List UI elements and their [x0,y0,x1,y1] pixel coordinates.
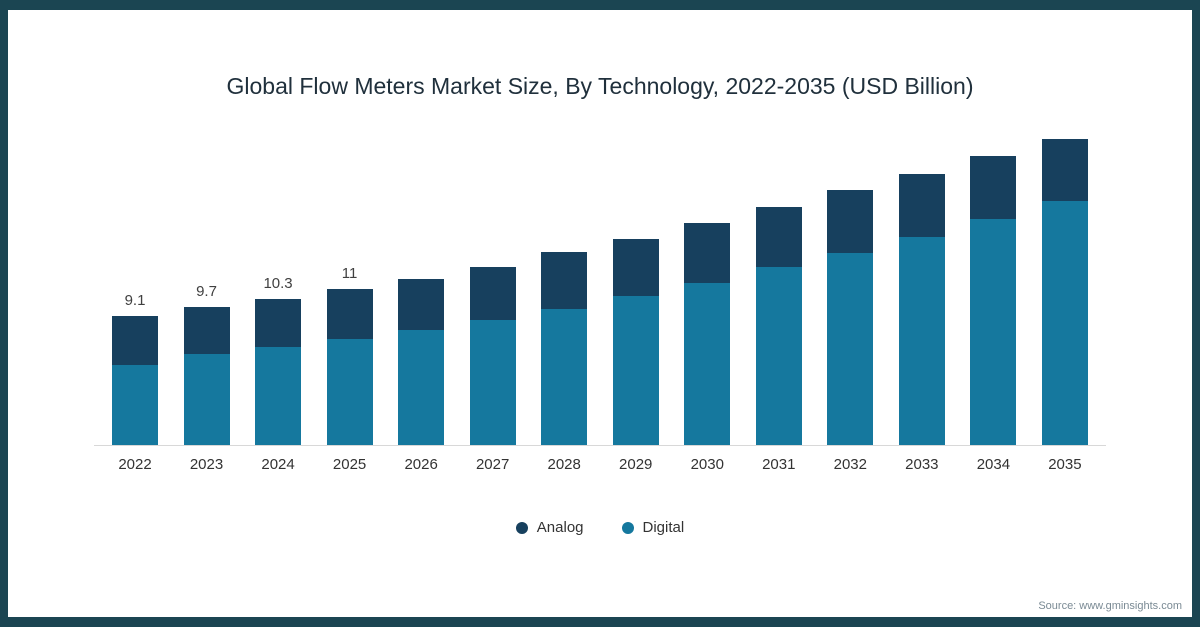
chart-legend: Analog Digital [8,519,1192,536]
bar-2030 [684,222,731,446]
digital-segment [255,347,302,446]
bar-2028 [541,251,588,446]
analog-segment [112,315,158,365]
analog-segment [827,190,874,253]
bar-2026 [398,278,445,446]
digital-segment [898,237,945,446]
digital-segment [970,218,1017,446]
x-axis-label-2026: 2026 [404,456,438,473]
digital-segment [469,320,516,446]
legend-item-analog: Analog [515,519,584,536]
bar-value-label: 11 [341,264,358,282]
x-axis-label-2031: 2031 [762,456,796,473]
legend-dot-icon [621,521,634,534]
analog-segment [684,222,731,283]
x-axis-label-2023: 2023 [189,456,224,473]
analog-segment [255,298,302,348]
bar-2023: 9.7 [183,283,230,446]
bar-value-label: 10.3 [263,274,293,292]
x-axis-label-2025: 2025 [332,456,367,473]
bar-value-label: 9.1 [124,291,146,309]
analog-segment [469,267,516,321]
plot-area: 9.1 9.7 10.3 11 [94,106,1106,446]
analog-segment [541,251,588,309]
bar-value-label: 9.7 [196,283,217,301]
analog-segment [1041,138,1088,202]
digital-segment [612,295,659,446]
bar-2032 [827,190,874,446]
digital-segment [684,282,731,446]
bar-2031 [755,207,802,446]
bar-2035 [1041,138,1088,446]
bar-2022: 9.1 [112,292,158,446]
x-axis-label-2032: 2032 [833,456,867,473]
x-axis-label-2027: 2027 [475,456,510,473]
chart-title: Global Flow Meters Market Size, By Techn… [226,73,974,99]
digital-segment [326,338,373,446]
digital-segment [541,308,588,446]
x-axis-label-2035: 2035 [1048,456,1082,473]
analog-segment [612,238,659,296]
x-axis-label-2033: 2033 [905,456,939,473]
x-axis-label-2028: 2028 [547,456,581,473]
bar-2025: 11 [326,264,373,446]
x-axis-label-2022: 2022 [118,456,152,473]
digital-segment [755,267,802,446]
source-note: Source: www.gminsights.com [1038,600,1182,612]
analog-segment [183,307,230,355]
bar-2024: 10.3 [255,274,302,446]
legend-item-digital: Digital [621,519,685,536]
bars-container: 9.1 9.7 10.3 11 [100,106,1100,446]
digital-segment [398,330,445,446]
x-axis-label-2030: 2030 [690,456,724,473]
digital-segment [112,364,158,446]
x-axis-line [94,445,1106,446]
x-axis-label-2034: 2034 [976,456,1011,473]
analog-segment [970,155,1017,219]
bar-2033 [898,174,945,446]
bar-2027 [469,267,516,446]
x-axis-label-2029: 2029 [619,456,653,473]
x-axis-labels: 2022 2023 2024 2025 2026 2027 2028 2029 2030 2031… [100,456,1100,473]
legend-dot-icon [515,521,528,534]
digital-segment [1041,201,1088,446]
digital-segment [183,354,230,446]
bar-2034 [970,155,1017,446]
digital-segment [827,252,874,446]
legend-label: Analog [536,519,584,536]
analog-segment [898,174,945,238]
legend-label: Digital [642,519,685,536]
analog-segment [755,207,802,268]
analog-segment [398,278,445,331]
analog-segment [326,288,373,339]
x-axis-label-2024: 2024 [261,456,295,473]
bar-2029 [612,238,659,446]
